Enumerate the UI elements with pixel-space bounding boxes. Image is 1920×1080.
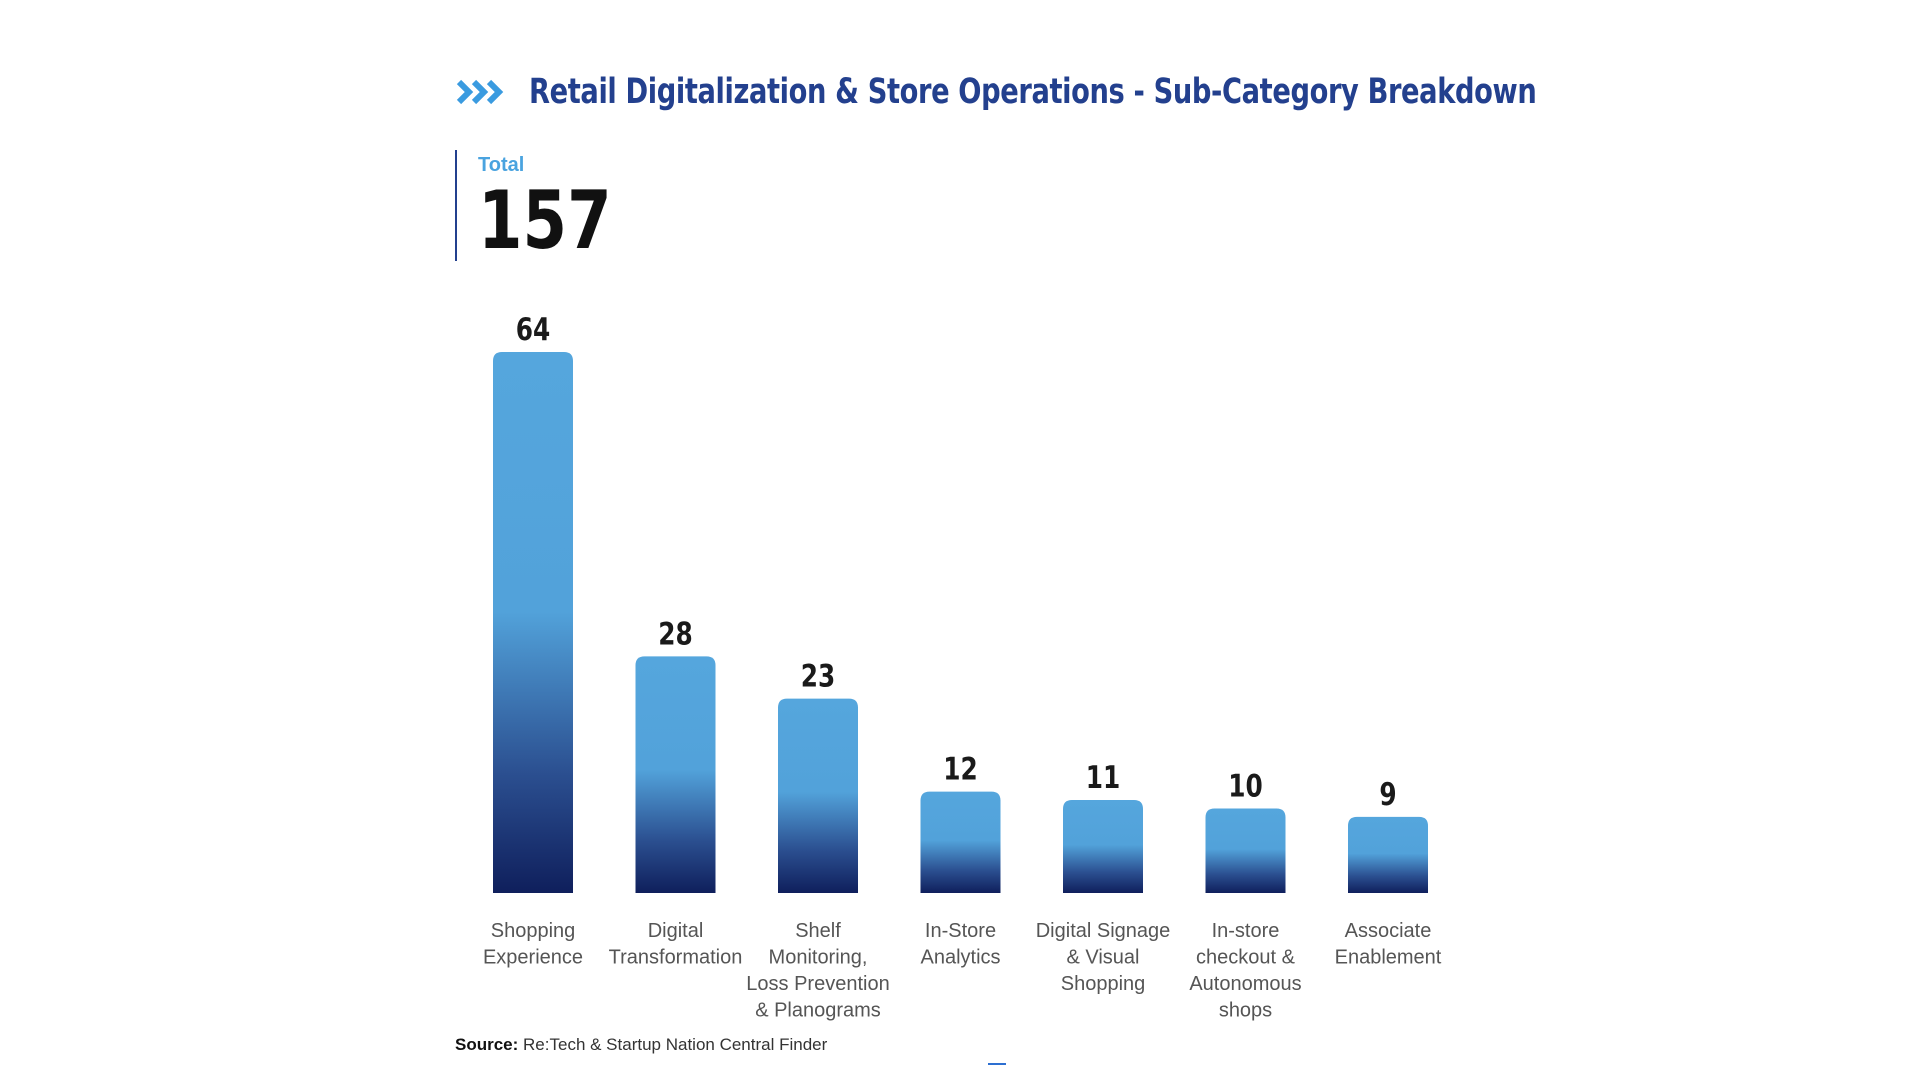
- category-label-line: Digital Signage: [1036, 920, 1171, 942]
- bar: [1205, 808, 1286, 893]
- source-note: Source: Re:Tech & Startup Nation Central…: [455, 1035, 827, 1055]
- category-label-line: Associate: [1345, 920, 1432, 942]
- category-label-line: Autonomous: [1189, 973, 1301, 995]
- category-label-line: Experience: [483, 947, 583, 969]
- category-label: Associate Enablement: [1335, 920, 1442, 969]
- total-value: 157: [478, 174, 612, 267]
- category-label: Digital Signage & Visual Shopping: [1036, 920, 1171, 995]
- category-label-line: Shopping: [1061, 973, 1146, 995]
- bar-value-label: 64: [516, 311, 551, 347]
- category-label-line: checkout &: [1196, 947, 1296, 969]
- category-label-line: Analytics: [920, 947, 1000, 969]
- category-label-line: & Planograms: [755, 1000, 881, 1022]
- bar: [635, 656, 716, 893]
- category-label: Digital Transformation: [609, 920, 743, 969]
- bar: [1348, 816, 1428, 893]
- bar: [920, 791, 1001, 893]
- category-label-line: Shelf: [795, 920, 841, 942]
- triple-chevron-icon: [456, 79, 504, 105]
- category-label-line: Enablement: [1335, 947, 1442, 969]
- chart-title: Retail Digitalization & Store Operations…: [529, 72, 1537, 112]
- category-label: Shelf Monitoring, Loss Prevention & Planogr…: [746, 920, 889, 1022]
- chart-header: Retail Digitalization & Store Operations…: [455, 72, 1821, 112]
- category-label-line: Transformation: [609, 947, 743, 969]
- page-indicator: [988, 1063, 1006, 1065]
- category-label-line: In-Store: [925, 920, 996, 942]
- bar: [1063, 800, 1143, 893]
- bar: [778, 698, 858, 893]
- bar-value-label: 23: [801, 658, 836, 694]
- category-label-line: Digital: [648, 920, 704, 942]
- category-label: In-Store Analytics: [920, 920, 1000, 969]
- category-label-line: & Visual: [1066, 947, 1139, 969]
- bar-value-label: 28: [658, 616, 693, 652]
- bar-value-label: 9: [1379, 776, 1396, 812]
- source-text: Re:Tech & Startup Nation Central Finder: [523, 1035, 828, 1054]
- category-label: In-store checkout & Autonomous shops: [1189, 920, 1301, 1022]
- category-label-line: Loss Prevention: [746, 973, 889, 995]
- category-label: Shopping Experience: [483, 920, 583, 969]
- bar-value-label: 12: [943, 751, 978, 787]
- source-label: Source:: [455, 1035, 519, 1054]
- bar: [493, 352, 573, 893]
- category-label-line: shops: [1219, 1000, 1272, 1022]
- category-label-line: In-store: [1212, 920, 1280, 942]
- bar-value-label: 11: [1086, 759, 1121, 795]
- total-summary: Total 157: [455, 150, 645, 261]
- bar-value-label: 10: [1228, 768, 1263, 804]
- category-label-line: Monitoring,: [769, 947, 868, 969]
- total-label: Total: [478, 154, 525, 176]
- category-label-line: Shopping: [491, 920, 576, 942]
